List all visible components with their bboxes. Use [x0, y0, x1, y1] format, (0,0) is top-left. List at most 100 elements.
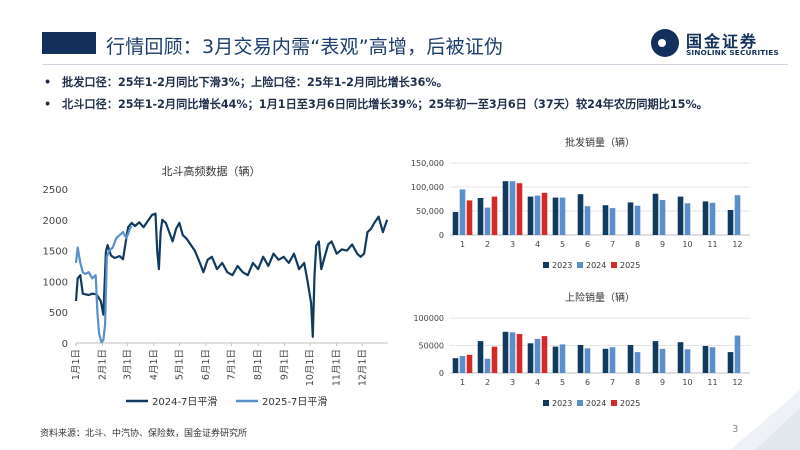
x-tick-label: 6月1日: [201, 349, 212, 380]
legend-swatch: [611, 400, 617, 406]
bar-2025: [516, 183, 523, 235]
bar-2024: [709, 347, 716, 373]
bar-2024: [684, 203, 691, 235]
x-tick-label: 12月1日: [357, 349, 368, 386]
bar-2023: [652, 193, 659, 235]
bar-2023: [527, 343, 534, 373]
x-tick-label: 2: [485, 378, 490, 387]
corner-decoration: [730, 390, 800, 450]
y-tick-label: 2000: [43, 216, 68, 227]
x-tick-label: 5: [560, 240, 565, 249]
bar-2023: [527, 196, 534, 235]
bullet-text: 批发口径：25年1-2月同比下滑3%；上险口径：25年1-2月同比增长36%。: [62, 76, 448, 89]
legend-swatch: [543, 262, 549, 268]
bar-2024: [559, 197, 566, 235]
header-divider: [42, 64, 788, 65]
bar-2023: [727, 210, 734, 235]
y-tick-label: 50000: [419, 342, 444, 351]
x-tick-label: 3月1日: [122, 349, 133, 380]
legend-label: 2025-7日平滑: [262, 396, 327, 408]
y-tick-label: 150,000: [411, 159, 444, 168]
legend-label: 2025: [620, 399, 640, 408]
x-tick-label: 3: [510, 240, 515, 249]
x-tick-label: 7月1日: [227, 349, 238, 380]
bar-2023: [452, 212, 459, 235]
x-tick-label: 2月1日: [97, 349, 108, 380]
y-tick-label: 2500: [43, 185, 68, 196]
x-tick-label: 11: [707, 240, 717, 249]
chart-title: 北斗高频数据（辆）: [162, 164, 261, 178]
x-tick-label: 9: [660, 378, 665, 387]
x-tick-label: 8月1日: [253, 349, 264, 380]
bar-2024: [459, 189, 466, 235]
bar-2023: [502, 331, 509, 374]
bar-2023: [502, 181, 509, 235]
bar-2023: [477, 341, 484, 373]
bar-2023: [702, 346, 709, 373]
sinolink-logo-icon: [651, 29, 679, 57]
bar-2023: [577, 194, 584, 235]
x-tick-label: 12: [732, 378, 742, 387]
y-tick-label: 500: [49, 308, 68, 319]
bar-2024: [734, 195, 741, 235]
chart-title: 批发销量（辆）: [565, 136, 635, 149]
bar-2024: [684, 349, 691, 373]
bar-2023: [602, 205, 609, 235]
bullet-marker: •: [44, 76, 52, 89]
x-tick-label: 10: [682, 240, 692, 249]
x-tick-label: 8: [635, 378, 640, 387]
x-tick-label: 8: [635, 240, 640, 249]
page-title: 行情回顾：3月交易内需“表观”高增，后被证伪: [106, 36, 504, 58]
x-tick-label: 4月1日: [149, 349, 160, 380]
x-tick-label: 11: [707, 378, 717, 387]
y-tick-label: 1000: [43, 277, 68, 288]
legend-swatch: [577, 262, 583, 268]
x-tick-label: 6: [585, 240, 590, 249]
bar-2024: [609, 208, 616, 235]
x-tick-label: 4: [535, 378, 540, 387]
bar-2024: [509, 181, 516, 235]
x-tick-label: 7: [610, 240, 615, 249]
x-tick-label: 4: [535, 240, 540, 249]
y-tick-label: 0: [439, 231, 444, 240]
x-tick-label: 7: [610, 378, 615, 387]
y-tick-label: 50,000: [416, 207, 444, 216]
bar-2024: [659, 200, 666, 235]
bullet-item-beidou: • 北斗口径：25年1-2月同比增长44%；1月1日至3月6日同比增长39%；25…: [44, 98, 708, 112]
x-tick-label: 5: [560, 378, 565, 387]
x-tick-label: 9月1日: [280, 349, 291, 380]
bar-2023: [677, 342, 684, 373]
x-tick-label: 6: [585, 378, 590, 387]
series-line-2024-7日平滑: [74, 212, 389, 338]
legend-label: 2023: [552, 399, 572, 408]
y-tick-label: 100000: [413, 314, 444, 323]
x-tick-label: 1月1日: [71, 349, 82, 380]
bar-2023: [727, 352, 734, 373]
x-tick-label: 1: [460, 240, 465, 249]
bar-2025: [491, 196, 498, 235]
legend-swatch: [577, 400, 583, 406]
y-tick-label: 100,000: [411, 183, 444, 192]
bar-2025: [541, 336, 548, 373]
legend-label: 2023: [552, 261, 572, 270]
x-tick-label: 12: [732, 240, 742, 249]
logo-english-text: SINOLINK SECURITIES: [686, 48, 779, 57]
bar-2024: [509, 332, 516, 373]
bullet-text: 北斗口径：25年1-2月同比增长44%；1月1日至3月6日同比增长39%；25年…: [62, 98, 708, 111]
bar-2024: [709, 202, 716, 235]
bar-2024: [584, 348, 591, 374]
bar-2025: [516, 334, 523, 373]
bar-2024: [559, 344, 566, 373]
bar-2025: [466, 200, 473, 235]
bar-2025: [491, 346, 498, 373]
bar-2025: [466, 354, 473, 373]
y-tick-label: 0: [62, 339, 68, 350]
bar-2024: [534, 195, 541, 235]
legend-label: 2024: [586, 261, 606, 270]
bar-2024: [459, 356, 466, 373]
y-tick-label: 1500: [43, 247, 68, 258]
chart-title: 上险销量（辆）: [565, 291, 635, 304]
x-tick-label: 1: [460, 378, 465, 387]
bar-2024: [584, 206, 591, 235]
